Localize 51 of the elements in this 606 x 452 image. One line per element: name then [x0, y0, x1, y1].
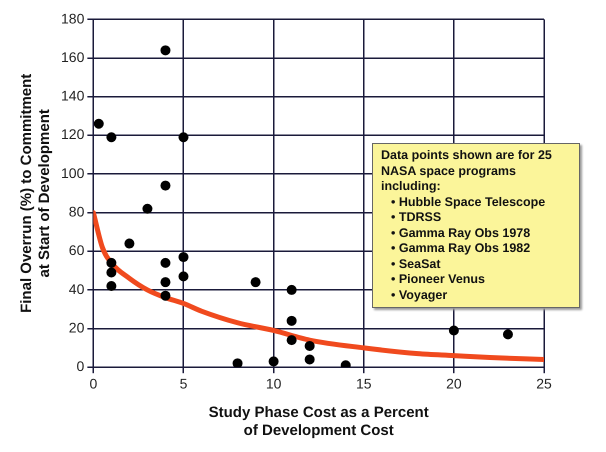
annotation: • Gamma Ray Obs 1978	[390, 226, 532, 241]
point	[160, 258, 170, 268]
x-tick-label: 15	[356, 375, 372, 392]
x-tick-label: 10	[266, 375, 282, 392]
point	[250, 277, 261, 288]
point	[106, 268, 116, 278]
y-tick-label: 40	[68, 280, 85, 297]
annotation: • TDRSS	[390, 210, 442, 226]
point	[268, 356, 279, 366]
x-tick-label: 5	[180, 375, 188, 392]
annotation: Data points shown are for 25 NASA space programs including:	[381, 148, 553, 194]
point	[502, 329, 513, 340]
y-tick-label: 100	[61, 164, 85, 181]
y-tick-label: 80	[68, 203, 85, 220]
point	[106, 281, 116, 292]
point	[448, 325, 459, 336]
y-tick-label: 180	[61, 10, 85, 26]
y-tick-label: 20	[68, 319, 85, 336]
point	[304, 340, 315, 351]
point	[178, 132, 188, 142]
x-tick-label: 20	[446, 375, 462, 392]
point	[160, 290, 170, 301]
y-tick-label: 140	[61, 88, 85, 104]
point	[304, 354, 315, 364]
annotation: • Gamma Ray Obs 1982	[390, 241, 532, 256]
y-tick-label: 0	[76, 358, 85, 374]
point	[286, 335, 297, 346]
point	[178, 252, 188, 262]
point	[160, 45, 170, 56]
y-tick-label: 60	[68, 242, 85, 258]
point	[160, 277, 170, 288]
annotation: • SeaSat	[390, 256, 442, 272]
point	[124, 238, 134, 249]
y-axis-title: Final Overrun (%) to Commitment at Start of Development	[18, 74, 54, 313]
annotation: • Voyager	[390, 288, 448, 303]
point	[160, 180, 170, 191]
x-axis-title: Study Phase Cost as a Percent of Development Cost	[208, 404, 429, 440]
point	[232, 358, 243, 368]
x-tick-label: 25	[536, 375, 552, 392]
point	[142, 204, 152, 214]
annotation: • Hubble Space Telescope	[390, 194, 546, 210]
point	[286, 316, 297, 326]
point	[286, 284, 297, 295]
point	[94, 118, 104, 129]
point	[106, 258, 116, 268]
point	[178, 271, 188, 282]
point	[106, 132, 116, 142]
y-tick-label: 120	[61, 126, 85, 142]
x-tick-label: 0	[89, 375, 98, 392]
y-tick-label: 160	[61, 48, 85, 65]
annotation: • Pioneer Venus	[390, 272, 486, 288]
